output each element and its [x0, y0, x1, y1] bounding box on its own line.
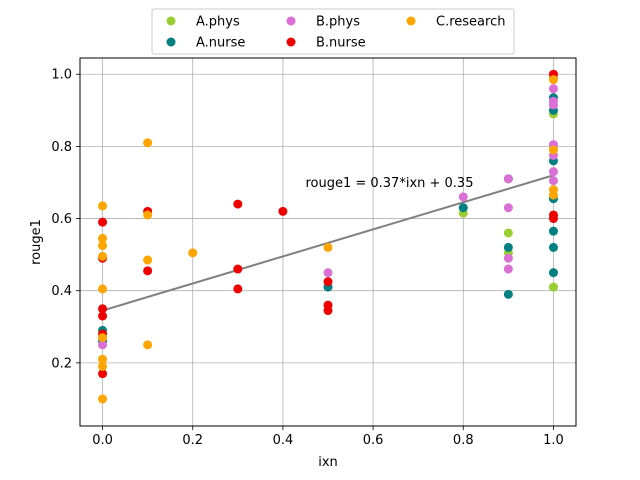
- data-point: [98, 394, 108, 404]
- data-point: [503, 289, 513, 299]
- data-point: [503, 264, 513, 274]
- data-point: [98, 340, 108, 350]
- data-point: [143, 266, 153, 276]
- legend-label: B.nurse: [316, 36, 366, 51]
- data-point: [548, 84, 558, 94]
- legend-marker: [166, 37, 176, 47]
- data-point: [98, 304, 108, 314]
- y-axis-label: rouge1: [29, 219, 44, 265]
- x-tick-label: 0.4: [273, 433, 294, 448]
- data-point: [548, 214, 558, 224]
- x-tick-label: 0.6: [363, 433, 384, 448]
- legend-marker: [286, 16, 296, 26]
- data-point: [98, 217, 108, 227]
- data-point: [323, 242, 333, 252]
- data-point: [233, 264, 243, 274]
- data-point: [548, 226, 558, 236]
- x-tick-label: 0.0: [92, 433, 113, 448]
- regression-line: [102, 174, 554, 312]
- data-point: [458, 203, 468, 213]
- legend-marker: [166, 16, 176, 26]
- data-point: [548, 167, 558, 177]
- legend-label: C.research: [436, 15, 505, 30]
- legend-marker: [286, 37, 296, 47]
- data-point: [143, 210, 153, 220]
- data-point: [98, 369, 108, 379]
- data-point: [98, 233, 108, 243]
- legend-label: A.phys: [196, 15, 240, 30]
- data-point: [323, 268, 333, 278]
- data-point: [143, 255, 153, 265]
- legend-label: A.nurse: [196, 36, 245, 51]
- series-c-research: [98, 75, 558, 404]
- data-point: [548, 268, 558, 278]
- legend-entry: B.phys: [286, 15, 360, 30]
- data-point: [98, 241, 108, 251]
- data-point: [98, 201, 108, 211]
- series-b-nurse: [98, 69, 558, 379]
- legend-entry: C.research: [406, 15, 505, 30]
- legend-box: [151, 8, 515, 55]
- data-point: [548, 100, 558, 110]
- legend-entry: B.nurse: [286, 36, 366, 51]
- data-point: [143, 340, 153, 350]
- y-tick-label: 0.4: [51, 284, 72, 299]
- data-point: [323, 306, 333, 316]
- data-point: [98, 311, 108, 321]
- data-point: [548, 190, 558, 200]
- data-point: [233, 284, 243, 294]
- legend-marker: [406, 16, 416, 26]
- grid-lines: [80, 58, 576, 426]
- data-point: [98, 251, 108, 261]
- fit-line-layer: [102, 174, 554, 312]
- x-tick-label: 0.8: [453, 433, 474, 448]
- data-point: [458, 192, 468, 202]
- y-tick-label: 0.6: [51, 212, 72, 227]
- y-tick-label: 0.8: [51, 140, 72, 155]
- data-points: [98, 69, 558, 404]
- data-point: [503, 174, 513, 184]
- data-point: [143, 138, 153, 148]
- regression-annotation: rouge1 = 0.37*ixn + 0.35: [305, 176, 473, 191]
- data-point: [98, 333, 108, 343]
- x-axis-label: ixn: [318, 455, 338, 470]
- data-point: [503, 203, 513, 213]
- data-point: [548, 282, 558, 292]
- data-point: [188, 248, 198, 258]
- data-point: [548, 75, 558, 85]
- y-tick-label: 1.0: [51, 68, 72, 83]
- data-point: [503, 242, 513, 252]
- data-point: [323, 277, 333, 287]
- data-point: [548, 242, 558, 252]
- data-point: [233, 199, 243, 209]
- x-tick-label: 1.0: [543, 433, 564, 448]
- legend: A.phys A.nurse B.phys B.nurse C.research: [151, 8, 515, 55]
- data-point: [98, 354, 108, 364]
- legend-entry: A.nurse: [166, 36, 245, 51]
- data-point: [503, 228, 513, 238]
- data-point: [548, 145, 558, 155]
- axis-ticks: 0.0 0.2 0.4 0.6 0.8 1.0 0.2 0.4 0.6 0.8 1.0: [51, 68, 563, 448]
- plot-area-frame: [79, 57, 577, 427]
- legend-entry: A.phys: [166, 15, 240, 30]
- x-tick-label: 0.2: [182, 433, 203, 448]
- data-point: [548, 176, 558, 186]
- data-point: [98, 284, 108, 294]
- data-point: [278, 206, 288, 216]
- legend-label: B.phys: [316, 15, 360, 30]
- y-tick-label: 0.2: [51, 356, 72, 371]
- data-point: [503, 253, 513, 263]
- data-point: [98, 361, 108, 371]
